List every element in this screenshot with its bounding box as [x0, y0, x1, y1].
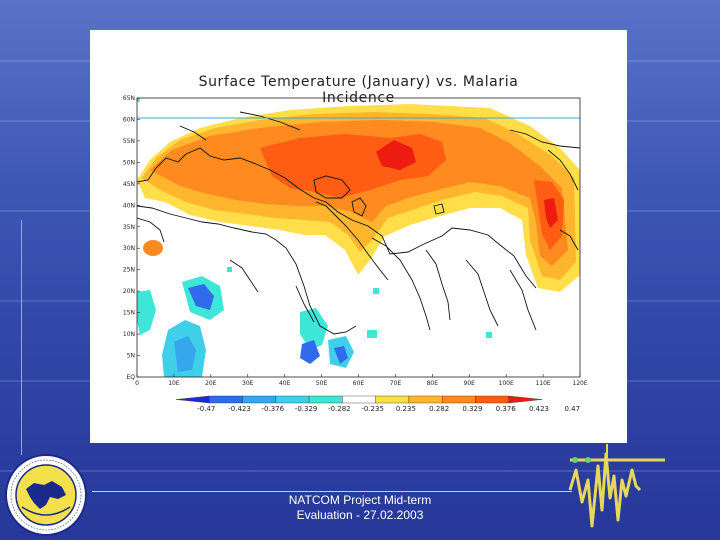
lat-tick-label: EQ — [126, 374, 135, 381]
map-figure: 65N 60N 55N 50N 45N 40N 35N 30N 25N 20N 15N 10N 5N EQ… — [90, 30, 627, 443]
footer-line-1: NATCOM Project Mid-term — [288, 493, 432, 507]
colorbar-label: 0.235 — [396, 405, 416, 413]
lat-tick-label: 35N — [123, 224, 135, 231]
map-title: Surface Temperature (January) vs. Malari… — [198, 74, 519, 106]
warm-region-orange — [150, 120, 568, 266]
lon-tick-label: 20E — [205, 380, 217, 387]
footer-caption: NATCOM Project Mid-term Evaluation - 27.… — [250, 493, 470, 523]
lat-tick-label: 60N — [123, 116, 135, 123]
latitude-axis: 65N 60N 55N 50N 45N 40N 35N 30N 25N 20N 15N 10N 5N EQ — [123, 95, 140, 381]
cool-spot-sahara — [227, 267, 232, 272]
lon-tick-label: 60E — [353, 380, 365, 387]
cool-region-blue-north — [188, 284, 214, 310]
warm-spot-west — [143, 240, 163, 256]
lat-tick-label: 10N — [123, 331, 135, 338]
lon-tick-label: 70E — [390, 380, 402, 387]
lon-tick-label: 120E — [572, 380, 587, 387]
colorbar-swatch — [275, 395, 310, 404]
map-spot-marker — [137, 98, 140, 102]
colorbar-swatch — [408, 395, 443, 404]
colorbar-swatch — [342, 395, 376, 404]
colorbar-label: -0.423 — [228, 405, 251, 413]
colorbar-swatch — [209, 395, 243, 404]
colorbar-label: -0.282 — [328, 405, 351, 413]
footer-line-2: Evaluation - 27.02.2003 — [296, 508, 424, 522]
colorbar-swatch — [441, 395, 476, 404]
colorbar-label: 0.376 — [496, 405, 517, 413]
lat-tick-label: 5N — [127, 353, 135, 360]
lon-tick-label: 80E — [427, 380, 439, 387]
warm-core-east-red — [544, 198, 558, 228]
temperature-map: 65N 60N 55N 50N 45N 40N 35N 30N 25N 20N 15N 10N 5N EQ… — [123, 95, 588, 413]
cool-spot-indian-ocean — [367, 330, 377, 338]
colorbar-label: -0.47 — [197, 405, 215, 413]
colorbar-swatch — [375, 395, 410, 404]
cool-spot-bay — [486, 332, 492, 338]
cool-region-cyan-eastafrica — [300, 308, 328, 350]
colorbar-label: 0.47 — [564, 405, 580, 413]
lon-tick-label: 110E — [535, 380, 550, 387]
colorbar-label: 0.282 — [429, 405, 449, 413]
colorbar-swatch — [308, 395, 343, 404]
lon-tick-label: 50E — [316, 380, 328, 387]
lat-tick-label: 40N — [123, 202, 135, 209]
lon-tick-label: 100E — [499, 380, 514, 387]
lat-tick-label: 15N — [123, 310, 135, 317]
seismograph-decoration — [568, 444, 665, 528]
lon-tick-label: 30E — [242, 380, 254, 387]
colorbar-swatch — [475, 395, 509, 404]
colorbar-swatch — [242, 395, 277, 404]
lat-tick-label: 45N — [123, 181, 135, 188]
lon-tick-label: 90E — [464, 380, 476, 387]
warm-core-red — [376, 140, 416, 170]
cool-region-blue-somalia — [334, 346, 348, 364]
colorbar: -0.47 -0.423 -0.376 -0.329 -0.282 -0.235 0.235… — [175, 395, 580, 413]
cool-region-blue-eastafrica — [300, 340, 320, 364]
colorbar-label: 0.329 — [462, 405, 482, 413]
lat-tick-label: 65N — [123, 95, 135, 102]
lon-tick-label: 0 — [135, 380, 139, 387]
colorbar-swatch — [508, 395, 543, 404]
natcom-logo — [5, 454, 87, 536]
colorbar-label: -0.329 — [295, 405, 318, 413]
lon-tick-label: 40E — [279, 380, 291, 387]
lakes — [313, 175, 445, 217]
longitude-axis: 0 10E 20E 30E 40E 50E 60E 70E 80E 90E 100E 110E 120E — [135, 374, 588, 387]
cool-region-blue-africa — [174, 336, 196, 372]
bottom-accent-line — [92, 491, 572, 492]
lat-tick-label: 50N — [123, 159, 135, 166]
lat-tick-label: 55N — [123, 138, 135, 145]
colorbar-label: -0.376 — [262, 405, 285, 413]
left-accent-line — [21, 220, 22, 455]
lat-tick-label: 20N — [123, 288, 135, 295]
lat-tick-label: 25N — [123, 267, 135, 274]
lat-tick-label: 30N — [123, 245, 135, 252]
colorbar-swatch — [175, 395, 210, 404]
coastlines — [137, 111, 580, 335]
cool-region-cyan-west — [137, 290, 156, 335]
lon-tick-label: 10E — [168, 380, 180, 387]
cool-spot-india — [373, 288, 379, 294]
colorbar-label: 0.423 — [529, 405, 549, 413]
colorbar-label: -0.235 — [361, 405, 384, 413]
map-field — [137, 98, 580, 377]
